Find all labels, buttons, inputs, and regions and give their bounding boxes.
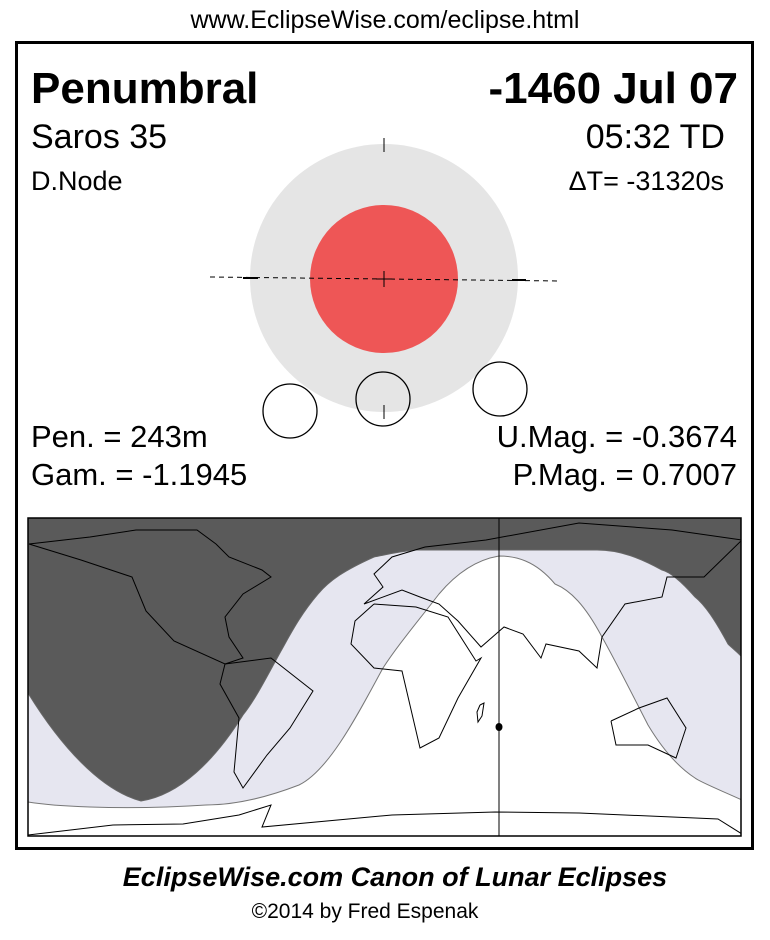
umbral-magnitude: U.Mag. = -0.3674 — [496, 419, 737, 454]
source-url: www.EclipseWise.com/eclipse.html — [190, 6, 580, 34]
copyright: ©2014 by Fred Espenak — [251, 900, 479, 923]
sub-lunar-point — [495, 723, 503, 731]
saros-number: Saros 35 — [31, 118, 168, 156]
penumbral-magnitude: P.Mag. = 0.7007 — [512, 457, 737, 492]
penumbral-duration: Pen. = 243m — [31, 419, 208, 454]
eclipse-time: 05:32 TD — [585, 118, 725, 156]
map-border — [27, 517, 742, 837]
eclipse-type: Penumbral — [31, 64, 259, 113]
canon-title: EclipseWise.com Canon of Lunar Eclipses — [122, 862, 668, 892]
delta-t: ΔT= -31320s — [568, 166, 724, 196]
australia-outline — [610, 697, 687, 759]
visibility-map — [27, 517, 742, 837]
night-side-zone — [28, 518, 741, 802]
antarctica-outline — [28, 804, 741, 836]
moon-first-contact — [262, 383, 318, 439]
moon-greatest-eclipse — [355, 371, 411, 427]
eurasia-outline — [363, 522, 741, 670]
africa-outline — [350, 603, 483, 749]
eclipse-panel-frame — [15, 41, 754, 850]
eclipse-date: -1460 Jul 07 — [488, 64, 739, 113]
madagascar-outline — [476, 702, 485, 724]
north-america-outline — [28, 529, 272, 665]
south-america-outline — [219, 657, 314, 789]
moon-last-contact — [472, 361, 528, 417]
gamma-value: Gam. = -1.1945 — [31, 457, 248, 492]
node-label: D.Node — [31, 166, 123, 196]
